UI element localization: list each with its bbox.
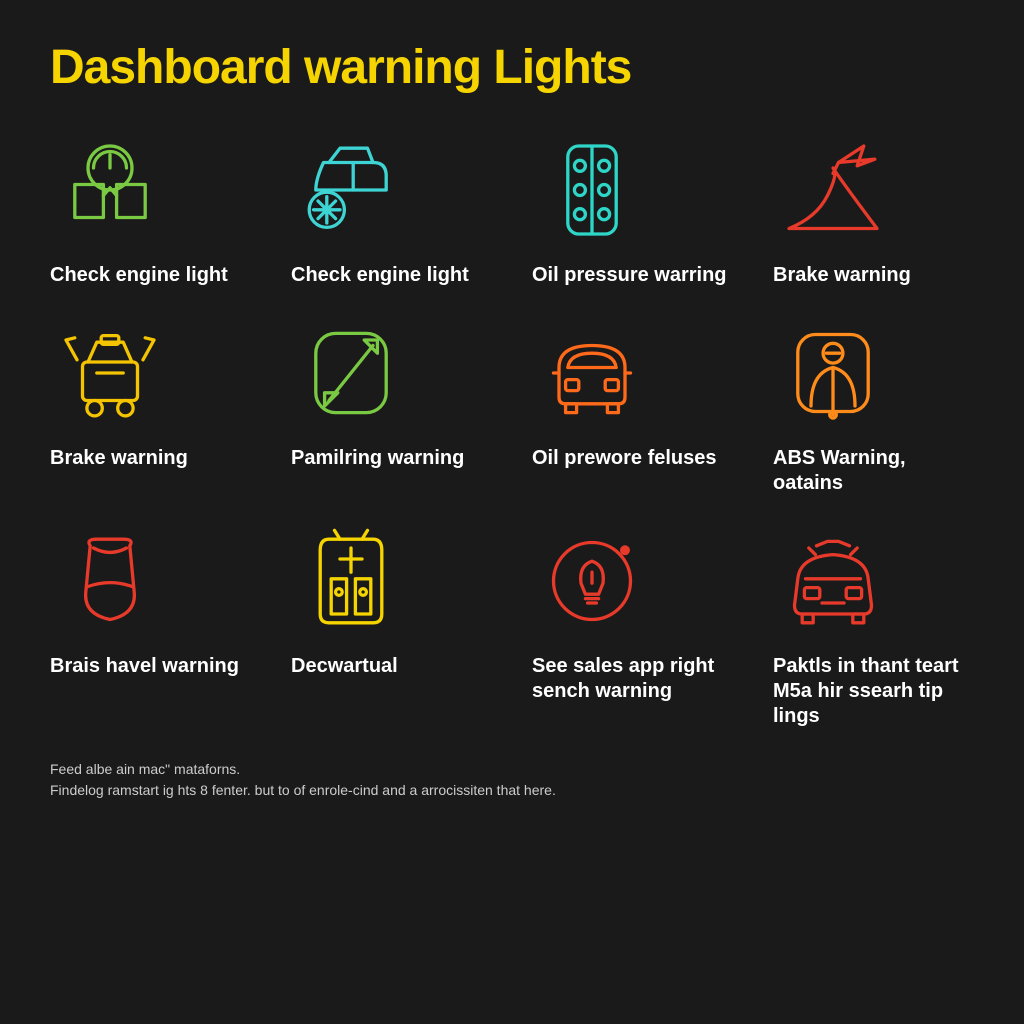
footer-text: Feed albe ain mac" mataforns. Findelog r…	[50, 759, 974, 801]
car-rear-icon	[532, 318, 652, 428]
car-tire-icon	[291, 135, 411, 245]
warning-light-label: Oil pressure warring	[532, 263, 727, 288]
warning-light-label: Brais havel warning	[50, 654, 239, 679]
warning-light-label: Decwartual	[291, 654, 398, 679]
footer-line-2: Findelog ramstart ig hts 8 fenter. but t…	[50, 780, 974, 801]
warning-light-label: Check engine light	[291, 263, 469, 288]
car-doors-icon	[50, 318, 170, 428]
warning-light-item: Check engine light	[50, 135, 251, 288]
panel-dots-icon	[532, 135, 652, 245]
warning-light-label: Check engine light	[50, 263, 228, 288]
warning-light-item: Pamilring warning	[291, 318, 492, 496]
warning-light-item: See sales app right sench warning	[532, 526, 733, 729]
airbag-icon	[773, 318, 893, 428]
warning-light-item: Oil pressure warring	[532, 135, 733, 288]
page-title: Dashboard warning Lights	[50, 40, 974, 95]
warning-light-label: Brake warning	[50, 446, 188, 471]
warning-light-item: Brake warning	[50, 318, 251, 496]
warning-light-item: Paktls in thant teart M5a hir ssearh tip…	[773, 526, 974, 729]
slope-arrow-icon	[773, 135, 893, 245]
warning-light-item: Brake warning	[773, 135, 974, 288]
warning-light-item: Oil prewore feluses	[532, 318, 733, 496]
warning-light-item: Check engine light	[291, 135, 492, 288]
engine-gauge-icon	[50, 135, 170, 245]
warning-light-label: ABS Warning, oatains	[773, 446, 974, 496]
warning-light-label: Pamilring warning	[291, 446, 464, 471]
warning-light-label: Oil prewore feluses	[532, 446, 717, 471]
bulb-circle-icon	[532, 526, 652, 636]
warning-light-item: ABS Warning, oatains	[773, 318, 974, 496]
warning-lights-grid: Check engine light Check engine light Oi…	[50, 135, 974, 729]
car-panel-icon	[291, 526, 411, 636]
seat-icon	[50, 526, 170, 636]
warning-light-item: Brais havel warning	[50, 526, 251, 729]
warning-light-label: Paktls in thant teart M5a hir ssearh tip…	[773, 654, 974, 729]
car-front-icon	[773, 526, 893, 636]
warning-light-label: See sales app right sench warning	[532, 654, 733, 704]
seatbelt-icon	[291, 318, 411, 428]
footer-line-1: Feed albe ain mac" mataforns.	[50, 759, 974, 780]
warning-light-label: Brake warning	[773, 263, 911, 288]
warning-light-item: Decwartual	[291, 526, 492, 729]
